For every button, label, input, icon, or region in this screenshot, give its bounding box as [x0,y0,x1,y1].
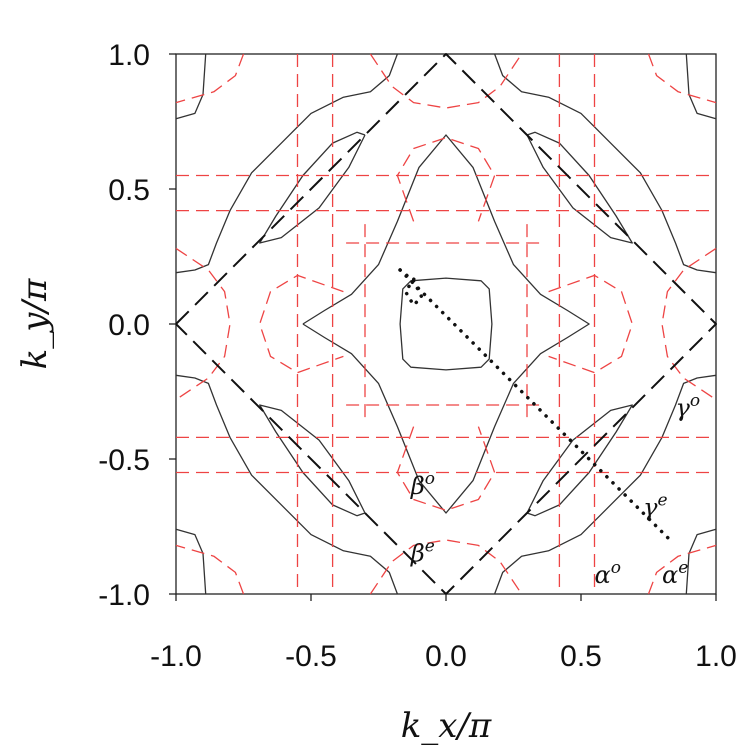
y-axis-title: k_y/π [15,278,55,369]
contour-line-dashed-red [369,539,523,595]
band-label: αo [595,558,621,589]
y-tick-label: 0.5 [108,174,150,207]
y-tick-label: 0.0 [108,309,150,342]
contour-line-solid-black [526,131,633,244]
contour-line-solid-black [175,528,207,595]
contour-line-solid-black [399,277,493,371]
contour-line-dashed-red [396,137,496,222]
contour-line-solid-black [259,131,366,244]
curves-layer [175,53,717,595]
y-tick-label: -0.5 [98,444,150,477]
annotation-layer: βo βe γo γe αo αe [410,391,700,589]
contour-line-dashed-red [369,53,523,109]
contour-line-dashed-red [548,274,633,374]
band-label: αe [662,558,688,589]
contour-line-solid-black [493,53,717,274]
band-label: γo [676,391,701,422]
band-label: γe [643,491,667,522]
contour-line-solid-black [259,404,366,517]
contour-line-solid-black [175,53,399,274]
x-tick-label: -1.0 [150,640,202,673]
x-tick-label: 0.0 [425,640,467,673]
contour-line-solid-black [175,374,399,595]
y-tick-label: 1.0 [108,39,150,72]
band-label: βo [410,469,435,500]
contour-line-dashed-red [175,544,245,595]
x-tick-label: 1.0 [695,640,737,673]
x-tick-label: 0.5 [560,640,602,673]
contour-line-solid-black [685,528,717,595]
band-label: βe [410,537,435,568]
ticks-layer: -1.0 -0.5 0.0 0.5 1.0 1.0 0.5 0.0 -0.5 -1.0 [98,39,737,673]
contour-line-dashed-black [175,53,717,595]
contour-line-solid-black [493,374,717,595]
contour-line-dashed-red [647,53,717,104]
y-tick-label: -1.0 [98,579,150,612]
contour-line-solid-black [685,53,717,120]
contour-line-dashed-red [175,53,245,104]
contour-line-dashed-red [396,426,496,511]
x-axis-title: k_x/π [401,706,492,746]
contour-line-solid-black [526,404,633,517]
contour-line-dashed-red [259,274,344,374]
contour-line-solid-black [175,53,207,120]
x-tick-label: -0.5 [285,640,337,673]
contour-line-dashed-red [647,544,717,595]
contour-line-solid-black [302,134,590,514]
